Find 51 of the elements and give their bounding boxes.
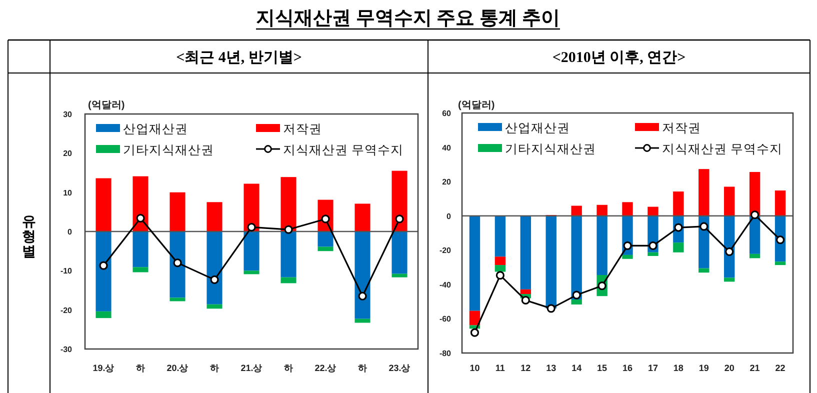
chart-title: <최근 4년, 반기별> <box>176 50 302 66</box>
x-tick-label: 16 <box>622 363 633 373</box>
legend-label: 산업재산권 <box>505 121 570 135</box>
x-tick-label: 15 <box>597 363 608 373</box>
legend-label: 저작권 <box>662 121 701 135</box>
x-tick-label: 하 <box>358 363 367 373</box>
legend-label: 산업재산권 <box>123 122 188 136</box>
y-tick-label: 10 <box>63 188 73 198</box>
legend-label: 기타지식재산권 <box>505 142 596 156</box>
y-tick-label: -80 <box>439 349 452 358</box>
y-tick-label: 20 <box>63 149 73 158</box>
x-tick-label: 11 <box>495 363 505 373</box>
y-tick-label: -10 <box>60 266 73 276</box>
text: 지식재산권 무역수지 주요 통계 추이 <box>256 8 560 29</box>
y-tick-label: -60 <box>439 314 452 324</box>
x-tick-label: 22.상 <box>314 363 336 373</box>
x-tick-label: 하 <box>284 363 293 373</box>
text: 유형별 <box>22 215 36 260</box>
x-tick-label: 21 <box>750 363 760 373</box>
x-tick-label: 13 <box>546 363 556 373</box>
y-tick-label: -30 <box>60 345 73 354</box>
x-tick-label: 14 <box>572 363 582 373</box>
x-tick-label: 18 <box>673 363 684 373</box>
x-tick-label: 17 <box>648 363 658 373</box>
x-tick-label: 21.상 <box>240 363 262 373</box>
legend-label: 지식재산권 무역수지 <box>662 142 782 156</box>
x-tick-label: 20.상 <box>166 363 188 373</box>
y-tick-label: -20 <box>60 306 73 315</box>
y-tick-label: 60 <box>442 109 452 118</box>
x-tick-label: 19 <box>698 363 709 373</box>
legend-label: 저작권 <box>283 122 322 136</box>
x-tick-label: 20 <box>724 363 734 373</box>
y-tick-label: 40 <box>442 143 452 152</box>
y-axis-title: (억달러) <box>88 100 125 111</box>
x-tick-label: 하 <box>210 363 219 373</box>
y-axis-title: (억달러) <box>458 100 495 111</box>
y-tick-label: -20 <box>439 246 452 256</box>
x-tick-label: 19.상 <box>92 363 114 373</box>
x-tick-label: 22 <box>775 363 786 373</box>
y-tick-label: 20 <box>442 178 452 187</box>
y-tick-label: 0 <box>68 228 73 236</box>
chart-title: <2010년 이후, 연간> <box>552 50 686 66</box>
x-tick-label: 23.상 <box>388 363 410 373</box>
x-tick-label: 10 <box>470 363 480 373</box>
x-tick-label: 12 <box>520 363 531 373</box>
y-tick-label: -40 <box>439 280 452 290</box>
x-tick-label: 하 <box>136 363 145 373</box>
y-tick-label: 30 <box>63 110 73 119</box>
legend-label: 지식재산권 무역수지 <box>283 143 404 157</box>
legend-label: 기타지식재산권 <box>123 143 214 157</box>
y-tick-label: 0 <box>446 212 452 221</box>
